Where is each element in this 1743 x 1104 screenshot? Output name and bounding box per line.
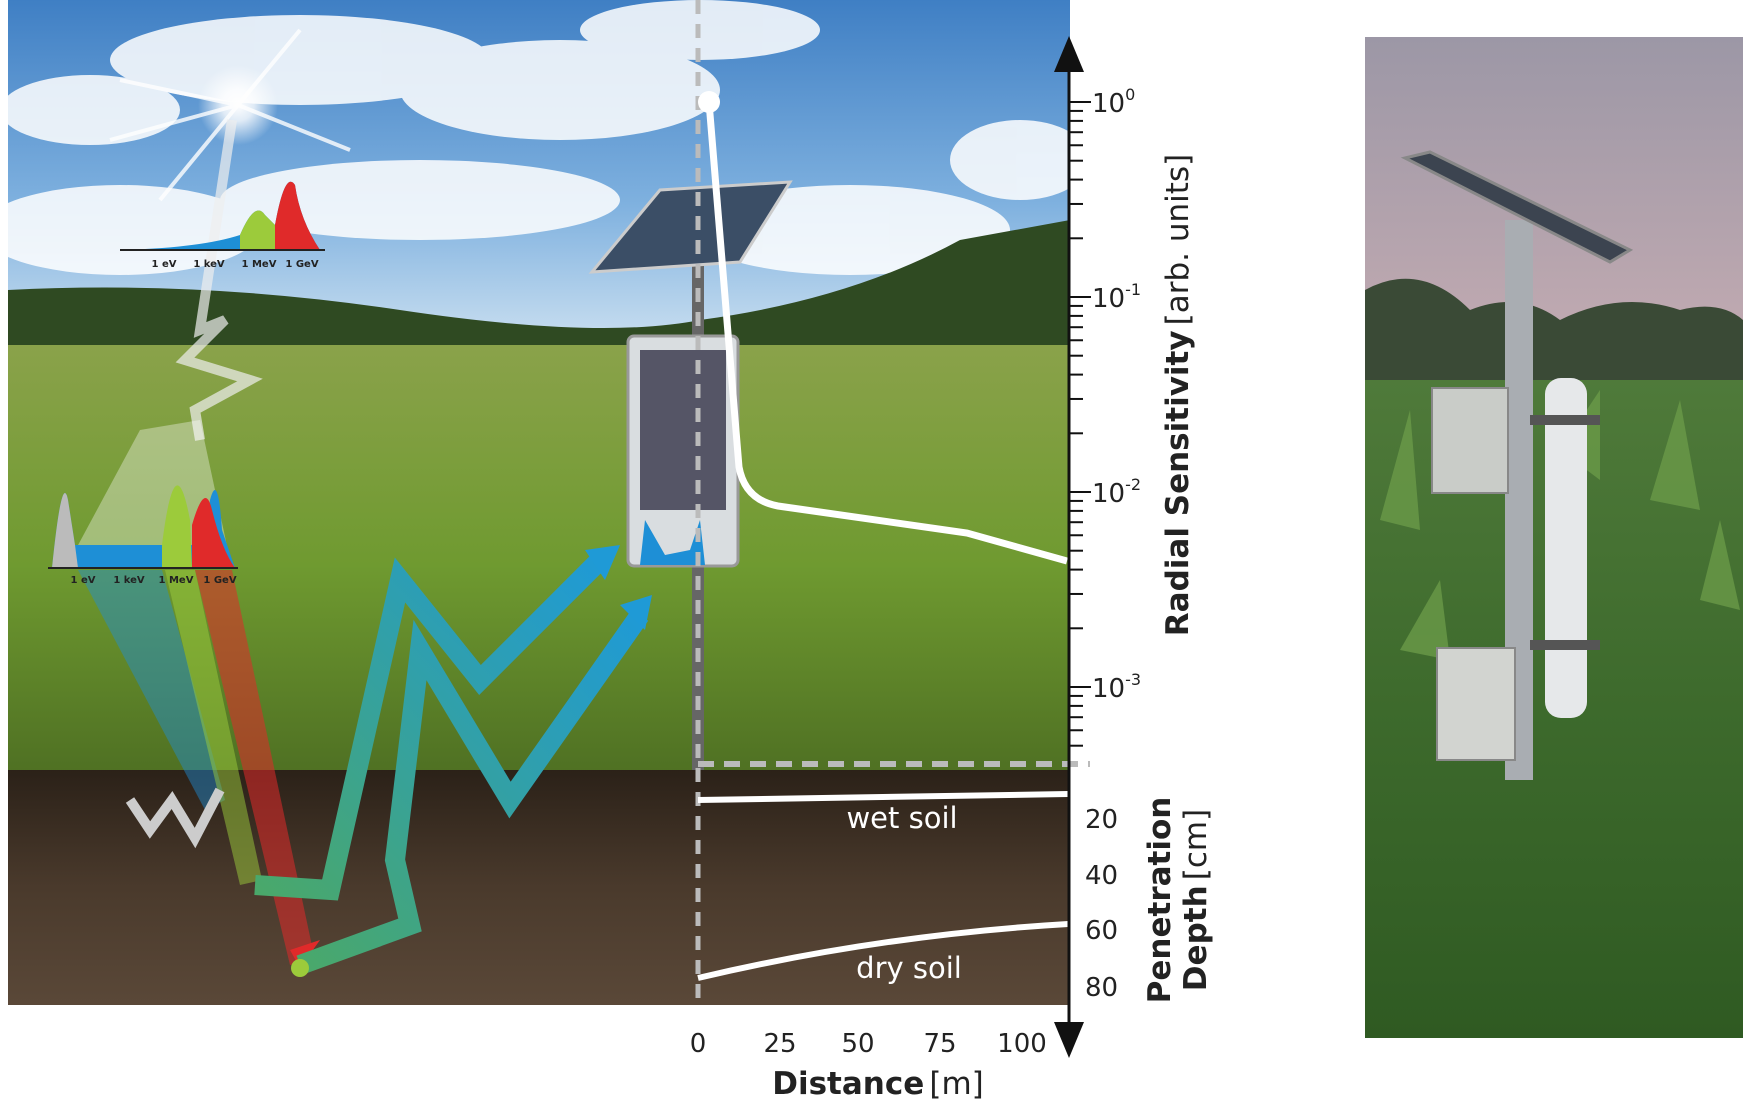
unit: [cm]	[1178, 809, 1214, 880]
distance-tick-label: 50	[841, 1029, 874, 1059]
distance-tick-label: 0	[690, 1029, 707, 1059]
distance-tick-label: 25	[763, 1029, 796, 1059]
energy-label: 1 MeV	[159, 575, 194, 586]
sensitivity-tick-label: 10-3	[1092, 670, 1141, 704]
tick-base: 10	[1092, 674, 1125, 704]
tick-exponent: -2	[1125, 475, 1141, 494]
sensitivity-tick-label: 100	[1092, 85, 1135, 119]
distance-ticks: 0 25 50 75 100	[690, 1029, 1047, 1059]
energy-label: 1 GeV	[203, 575, 236, 586]
unit: [arb. units]	[1160, 154, 1196, 326]
depth-axis-title: Penetration	[1142, 797, 1178, 1004]
sensitivity-tick-label: 10-2	[1092, 475, 1141, 509]
tick-exponent: -1	[1125, 280, 1141, 299]
title: Distance	[772, 1066, 924, 1100]
distance-tick-label: 100	[997, 1029, 1047, 1059]
depth-ticks: 20 40 60 80	[1085, 805, 1118, 1003]
figure: 1 eV 1 keV 1 MeV 1 GeV 1 eV 1 keV 1 MeV …	[0, 0, 1743, 1100]
wet-soil-label: wet soil	[846, 801, 957, 835]
scene	[0, 0, 1090, 1005]
tick-base: 10	[1092, 479, 1125, 509]
tick-base: 10	[1092, 89, 1125, 119]
distance-axis-title: Distance [m]	[772, 1066, 984, 1100]
tick-exponent: 0	[1125, 85, 1135, 104]
depth-tick-label: 40	[1085, 861, 1118, 891]
depth-tick-label: 20	[1085, 805, 1118, 835]
sensitivity-axis-title: Radial Sensitivity [arb. units]	[1160, 154, 1196, 636]
energy-label: 1 eV	[152, 259, 177, 270]
tick-base: 10	[1092, 284, 1125, 314]
page: 1 eV 1 keV 1 MeV 1 GeV 1 eV 1 keV 1 MeV …	[0, 0, 1743, 1100]
energy-label: 1 GeV	[285, 259, 318, 270]
photo	[1365, 37, 1743, 1038]
energy-label: 1 keV	[113, 575, 145, 586]
title: Radial Sensitivity	[1160, 330, 1196, 636]
energy-label: 1 keV	[193, 259, 225, 270]
depth-tick-label: 60	[1085, 916, 1118, 946]
depth-axis-title: Depth [cm]	[1178, 809, 1214, 991]
dry-soil-label: dry soil	[856, 951, 962, 985]
energy-label: 1 MeV	[242, 259, 277, 270]
sensitivity-tick-label: 10-1	[1092, 280, 1141, 314]
depth-tick-label: 80	[1085, 973, 1118, 1003]
title: Depth	[1178, 885, 1214, 991]
tick-exponent: -3	[1125, 670, 1141, 689]
energy-label: 1 eV	[71, 575, 96, 586]
unit: [m]	[929, 1066, 983, 1100]
distance-tick-label: 75	[923, 1029, 956, 1059]
